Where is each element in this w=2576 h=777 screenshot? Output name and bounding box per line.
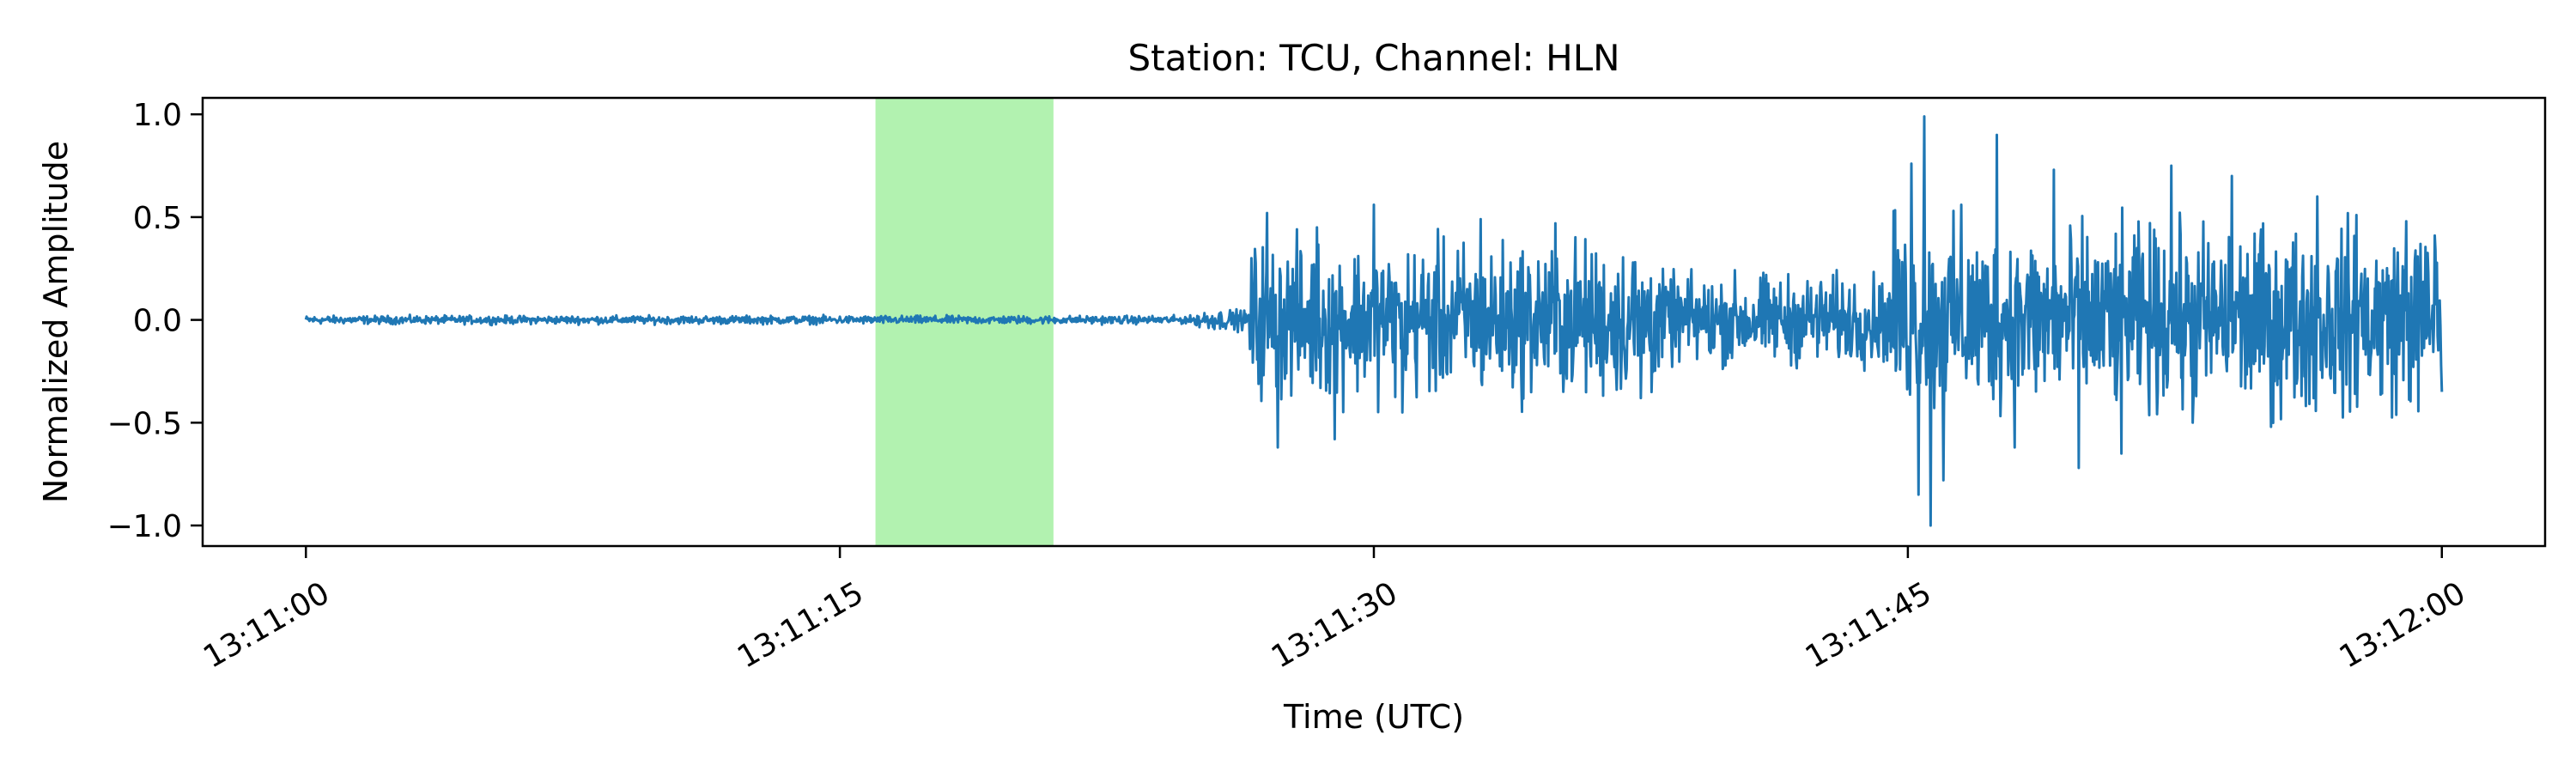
- y-tick-label: −1.0: [107, 509, 182, 544]
- y-tick-label: −0.5: [107, 406, 182, 441]
- waveform-line: [304, 115, 2444, 527]
- y-tick-label: 1.0: [133, 98, 182, 133]
- x-tick-label: 13:11:30: [1266, 575, 1404, 675]
- x-tick-label: 13:11:15: [732, 575, 870, 675]
- chart-title: Station: TCU, Channel: HLN: [1127, 37, 1619, 79]
- y-axis-label: Normalized Amplitude: [37, 141, 75, 503]
- y-tick-label: 0.5: [133, 201, 182, 236]
- x-axis-label: Time (UTC): [1283, 698, 1464, 736]
- y-tick-label: 0.0: [133, 304, 182, 339]
- x-tick-label: 13:11:00: [197, 575, 336, 675]
- x-tick-label: 13:11:45: [1800, 575, 1938, 675]
- x-tick-label: 13:12:00: [2334, 575, 2472, 675]
